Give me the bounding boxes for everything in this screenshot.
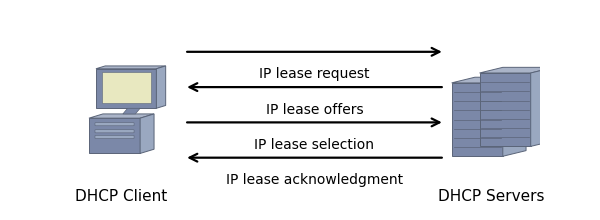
Polygon shape — [89, 114, 154, 118]
Polygon shape — [452, 77, 526, 83]
FancyBboxPatch shape — [102, 72, 151, 103]
Text: DHCP Client: DHCP Client — [76, 189, 167, 204]
Polygon shape — [479, 73, 531, 146]
Polygon shape — [452, 83, 503, 156]
FancyBboxPatch shape — [95, 135, 134, 138]
Polygon shape — [479, 67, 554, 73]
Text: IP lease offers: IP lease offers — [266, 103, 363, 117]
Text: IP lease acknowledgment: IP lease acknowledgment — [226, 173, 403, 187]
Text: IP lease request: IP lease request — [259, 67, 370, 81]
Polygon shape — [96, 66, 166, 69]
Polygon shape — [89, 118, 140, 154]
Polygon shape — [531, 67, 554, 146]
Polygon shape — [157, 66, 166, 108]
Polygon shape — [123, 108, 140, 114]
Polygon shape — [140, 114, 154, 154]
Polygon shape — [96, 69, 157, 108]
Text: DHCP Servers: DHCP Servers — [438, 189, 544, 204]
FancyBboxPatch shape — [95, 123, 134, 126]
Text: IP lease selection: IP lease selection — [254, 138, 374, 152]
Polygon shape — [503, 77, 526, 156]
FancyBboxPatch shape — [95, 130, 134, 133]
